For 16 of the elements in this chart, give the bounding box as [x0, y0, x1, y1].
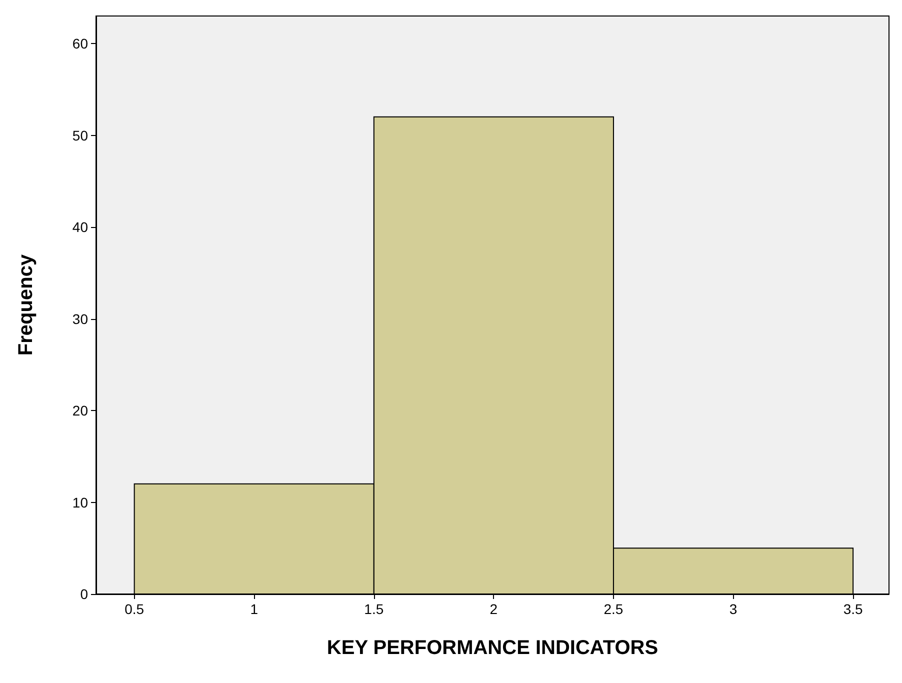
y-axis-title: Frequency — [15, 254, 37, 356]
y-tick-label: 20 — [72, 402, 88, 419]
x-tick-label: 2 — [490, 601, 498, 617]
y-tick-label: 30 — [72, 310, 88, 327]
y-tick-label: 0 — [80, 586, 88, 602]
x-tick-label: 3.5 — [843, 601, 864, 617]
x-tick-label: 2.5 — [604, 601, 624, 617]
x-tick-label: 1 — [250, 601, 258, 617]
x-tick-label: 3 — [729, 601, 738, 617]
y-tick-label: 60 — [72, 36, 88, 52]
y-tick-label: 50 — [72, 127, 88, 144]
x-tick-label: 1.5 — [364, 601, 384, 617]
x-axis-title: KEY PERFORMANCE INDICATORS — [326, 637, 658, 659]
y-tick-label: 40 — [72, 219, 88, 236]
y-tick-label: 10 — [72, 494, 88, 510]
x-tick-label: 0.5 — [124, 601, 144, 617]
